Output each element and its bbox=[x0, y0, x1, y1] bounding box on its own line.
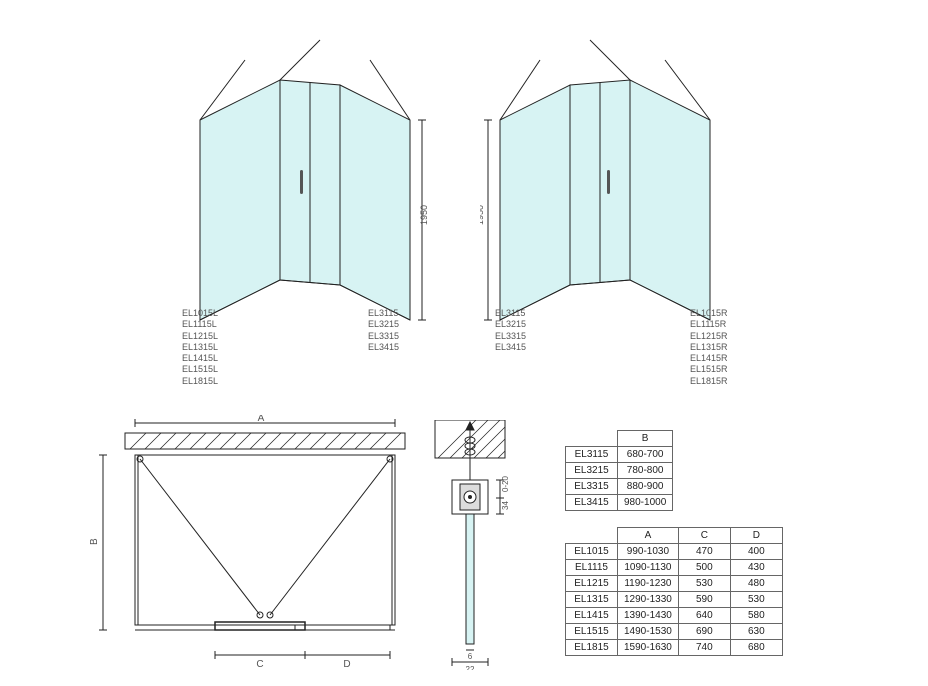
table-row: EL3415980-1000 bbox=[566, 495, 673, 511]
table-cell: 680 bbox=[730, 640, 782, 656]
table-ACD: ACDEL1015990-1030470400EL11151090-113050… bbox=[565, 527, 783, 656]
model-code: EL1415R bbox=[690, 353, 728, 364]
model-code: EL1315R bbox=[690, 342, 728, 353]
model-code: EL3315 bbox=[368, 331, 399, 342]
table-cell: 400 bbox=[730, 544, 782, 560]
table-cell: 480 bbox=[730, 576, 782, 592]
detail-outer: 22 bbox=[466, 665, 475, 670]
table-cell: 1590-1630 bbox=[618, 640, 679, 656]
model-code: EL1415L bbox=[182, 353, 218, 364]
dim-B: B bbox=[89, 538, 100, 545]
table-cell: EL1515 bbox=[566, 624, 618, 640]
detail-h2: 34 bbox=[501, 501, 510, 510]
table-row: EL3115680-700 bbox=[566, 447, 673, 463]
table-row: EL18151590-1630740680 bbox=[566, 640, 783, 656]
table-cell: 500 bbox=[678, 560, 730, 576]
iso-right-enclosure: 1950 bbox=[480, 30, 740, 330]
table-cell: EL1015 bbox=[566, 544, 618, 560]
table-cell: 690 bbox=[678, 624, 730, 640]
table-cell: 880-900 bbox=[618, 479, 673, 495]
table-cell: 980-1000 bbox=[618, 495, 673, 511]
table-cell: 1090-1130 bbox=[618, 560, 679, 576]
model-code: EL3315 bbox=[495, 331, 526, 342]
left-model-codes: EL1015LEL1115LEL1215LEL1315LEL1415LEL151… bbox=[182, 308, 218, 387]
model-code: EL1315L bbox=[182, 342, 218, 353]
table-cell: 580 bbox=[730, 608, 782, 624]
detail-w: 6 bbox=[468, 652, 473, 661]
model-code: EL3415 bbox=[368, 342, 399, 353]
detail-h1: 0-20 bbox=[501, 475, 510, 492]
table-cell: 530 bbox=[678, 576, 730, 592]
table-row: EL11151090-1130500430 bbox=[566, 560, 783, 576]
table-row: EL1015990-1030470400 bbox=[566, 544, 783, 560]
table-cell: EL3415 bbox=[566, 495, 618, 511]
table-cell: 1290-1330 bbox=[618, 592, 679, 608]
profile-detail: 6 22 0-20 34 bbox=[430, 420, 550, 670]
table-cell: EL3215 bbox=[566, 463, 618, 479]
table-cell: EL1215 bbox=[566, 576, 618, 592]
left-side-codes: EL3115EL3215EL3315EL3415 bbox=[368, 308, 399, 353]
table-cell: 590 bbox=[678, 592, 730, 608]
table-cell: 680-700 bbox=[618, 447, 673, 463]
table-header-cell bbox=[566, 528, 618, 544]
right-model-codes: EL1015REL1115REL1215REL1315REL1415REL151… bbox=[690, 308, 728, 387]
model-code: EL1215R bbox=[690, 331, 728, 342]
dim-C: C bbox=[256, 659, 263, 670]
iso-left-enclosure: 1950 bbox=[170, 30, 430, 330]
table-B: BEL3115680-700EL3215780-800EL3315880-900… bbox=[565, 430, 673, 511]
model-code: EL1015L bbox=[182, 308, 218, 319]
model-code: EL3215 bbox=[368, 319, 399, 330]
table-cell: EL1115 bbox=[566, 560, 618, 576]
table-cell: 1190-1230 bbox=[618, 576, 679, 592]
table-cell: 780-800 bbox=[618, 463, 673, 479]
table-cell: EL1415 bbox=[566, 608, 618, 624]
model-code: EL3115 bbox=[368, 308, 399, 319]
table-header-cell: B bbox=[618, 431, 673, 447]
table-row: EL15151490-1530690630 bbox=[566, 624, 783, 640]
table-cell: 990-1030 bbox=[618, 544, 679, 560]
table-cell: EL1815 bbox=[566, 640, 618, 656]
model-code: EL1115L bbox=[182, 319, 218, 330]
dim-D: D bbox=[343, 659, 350, 670]
table-cell: 630 bbox=[730, 624, 782, 640]
table-cell: EL3115 bbox=[566, 447, 618, 463]
table-row: EL3215780-800 bbox=[566, 463, 673, 479]
table-cell: 1390-1430 bbox=[618, 608, 679, 624]
table-cell: 1490-1530 bbox=[618, 624, 679, 640]
model-code: EL1815R bbox=[690, 376, 728, 387]
model-code: EL1515R bbox=[690, 364, 728, 375]
iso-right-height: 1950 bbox=[480, 205, 485, 225]
right-side-codes: EL3115EL3215EL3315EL3415 bbox=[495, 308, 526, 353]
table-header-cell bbox=[566, 431, 618, 447]
table-row: EL13151290-1330590530 bbox=[566, 592, 783, 608]
table-header-cell: D bbox=[730, 528, 782, 544]
table-cell: 640 bbox=[678, 608, 730, 624]
table-cell: 530 bbox=[730, 592, 782, 608]
table-cell: 740 bbox=[678, 640, 730, 656]
model-code: EL1515L bbox=[182, 364, 218, 375]
model-code: EL3415 bbox=[495, 342, 526, 353]
table-cell: 430 bbox=[730, 560, 782, 576]
iso-left-height: 1950 bbox=[419, 205, 429, 225]
model-code: EL1115R bbox=[690, 319, 728, 330]
model-code: EL1815L bbox=[182, 376, 218, 387]
table-cell: 470 bbox=[678, 544, 730, 560]
table-row: EL12151190-1230530480 bbox=[566, 576, 783, 592]
model-code: EL3115 bbox=[495, 308, 526, 319]
table-header-cell: C bbox=[678, 528, 730, 544]
dim-A: A bbox=[258, 415, 265, 424]
table-row: EL3315880-900 bbox=[566, 479, 673, 495]
table-cell: EL3315 bbox=[566, 479, 618, 495]
table-row: EL14151390-1430640580 bbox=[566, 608, 783, 624]
plan-view: A B C D bbox=[85, 415, 425, 675]
model-code: EL3215 bbox=[495, 319, 526, 330]
table-cell: EL1315 bbox=[566, 592, 618, 608]
model-code: EL1015R bbox=[690, 308, 728, 319]
table-header-cell: A bbox=[618, 528, 679, 544]
model-code: EL1215L bbox=[182, 331, 218, 342]
